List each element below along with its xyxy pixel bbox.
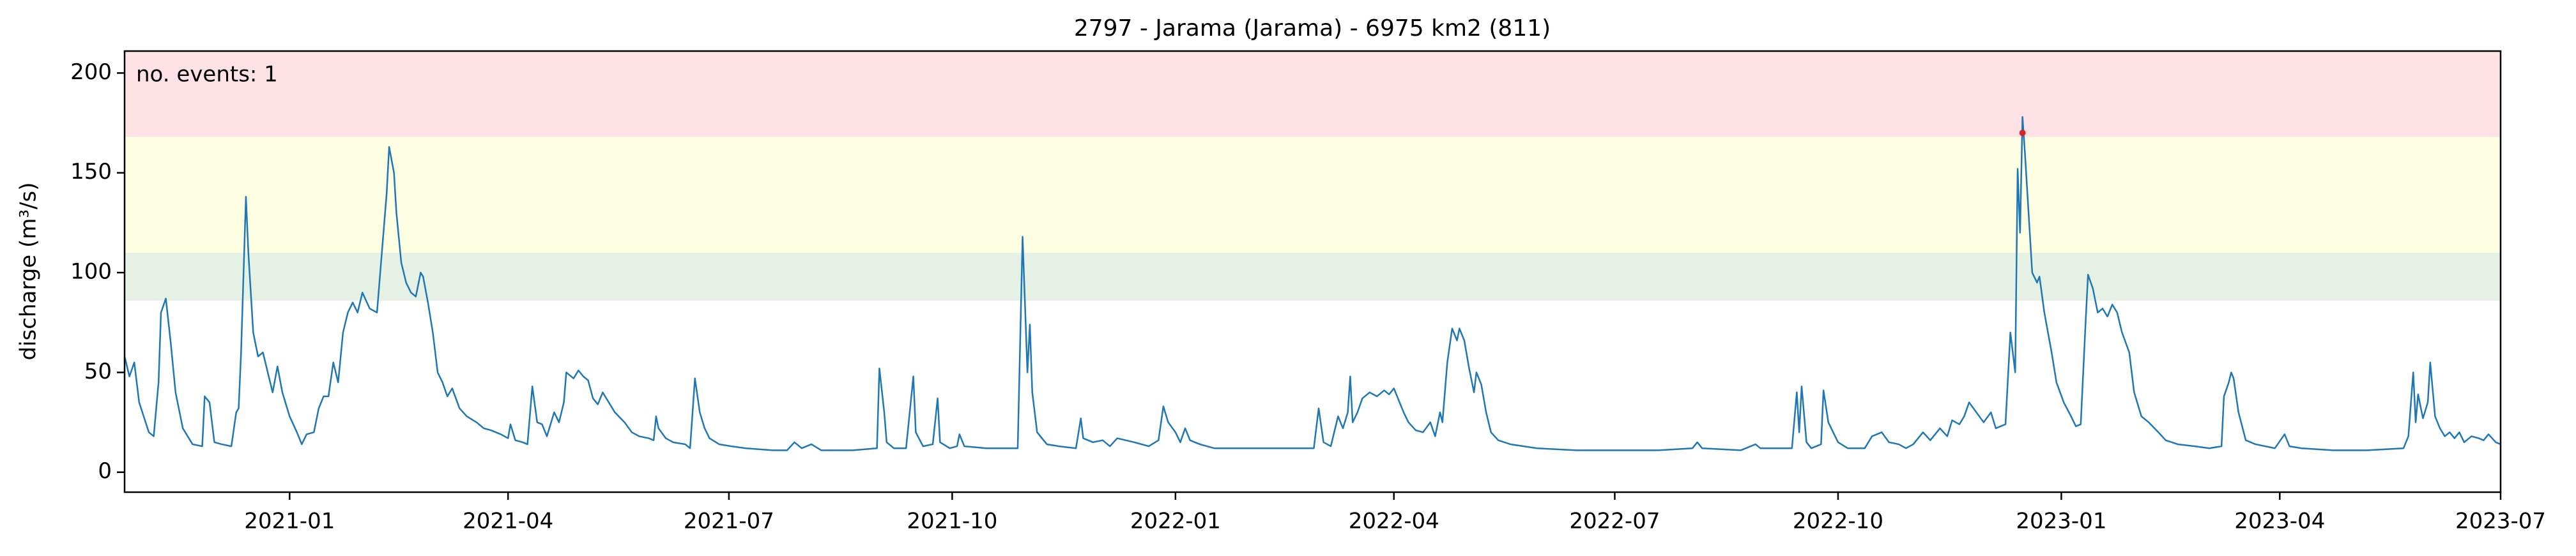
y-tick-label: 200 bbox=[70, 59, 112, 85]
y-tick-label: 0 bbox=[98, 458, 112, 484]
x-tick-label: 2021-07 bbox=[684, 509, 774, 534]
x-tick-label: 2023-04 bbox=[2234, 509, 2325, 534]
x-tick-label: 2022-01 bbox=[1130, 509, 1221, 534]
bands bbox=[125, 51, 2501, 301]
plot-frame bbox=[123, 50, 2502, 493]
x-tick-label: 2022-04 bbox=[1349, 509, 1439, 534]
y-axis-label: discharge (m³/s) bbox=[16, 183, 42, 361]
x-tick-label: 2021-04 bbox=[463, 509, 553, 534]
y-tick-label: 100 bbox=[70, 259, 112, 285]
annotation: no. events: 1 bbox=[136, 62, 278, 87]
x-tick-label: 2021-10 bbox=[907, 509, 997, 534]
x-tick-label: 2023-01 bbox=[2016, 509, 2106, 534]
x-tick-label: 2021-01 bbox=[244, 509, 335, 534]
discharge-line bbox=[123, 116, 2501, 451]
threshold-band bbox=[125, 51, 2501, 137]
chart-title: 2797 - Jarama (Jarama) - 6975 km2 (811) bbox=[1074, 15, 1551, 41]
x-tick-label: 2022-10 bbox=[1793, 509, 1883, 534]
event-marker bbox=[2019, 130, 2026, 137]
threshold-band bbox=[125, 252, 2501, 301]
y-tick-label: 150 bbox=[70, 159, 112, 184]
plot bbox=[123, 116, 2501, 451]
x-tick-label: 2022-07 bbox=[1569, 509, 1660, 534]
threshold-band bbox=[125, 137, 2501, 253]
x-tick-label: 2023-07 bbox=[2455, 509, 2546, 534]
y-tick-label: 50 bbox=[84, 359, 112, 384]
